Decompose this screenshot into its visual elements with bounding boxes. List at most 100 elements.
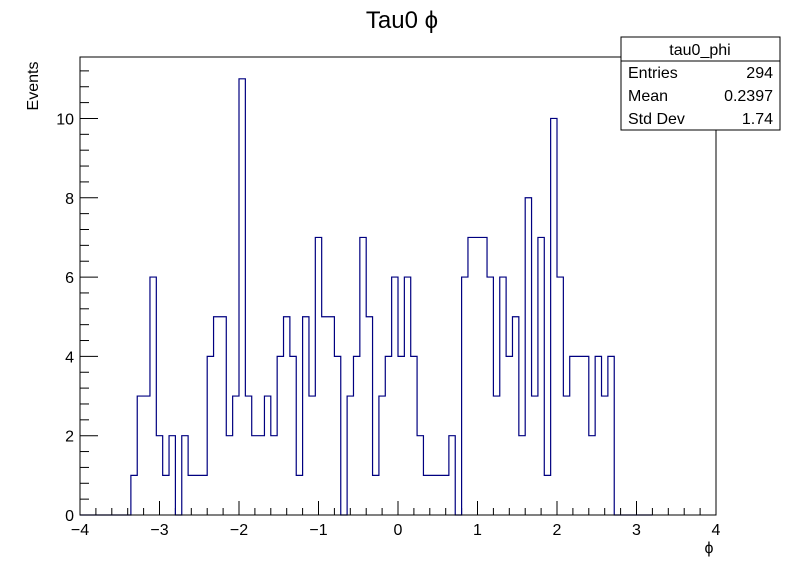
histogram-bin (398, 356, 404, 515)
histogram-bin (207, 356, 213, 515)
histogram-bin (328, 317, 334, 515)
y-axis-label: Events (25, 62, 42, 111)
histogram-bin (334, 356, 340, 515)
x-tick-label: 4 (712, 522, 721, 539)
histogram-bin (137, 396, 143, 515)
histogram-bin (449, 436, 455, 515)
histogram-bin (468, 237, 474, 515)
axis-ticks: −4 −3 −2 −1 0 1 2 3 4 0 2 4 6 8 10 (56, 70, 721, 539)
histogram-bin (271, 436, 277, 515)
histogram-bin (379, 396, 385, 515)
histogram-bin (570, 356, 576, 515)
histogram-bin (443, 475, 449, 515)
histogram-bin (264, 396, 270, 515)
y-tick-label: 8 (65, 191, 74, 208)
x-tick-label: −4 (71, 522, 89, 539)
stats-box: tau0_phi Entries 294 Mean 0.2397 Std Dev… (620, 36, 781, 131)
histogram-bin (182, 436, 188, 515)
histogram-bin (411, 356, 417, 515)
x-tick-label: 1 (473, 522, 482, 539)
chart-title: Tau0 ϕ (366, 7, 438, 34)
histogram-bin (404, 277, 410, 515)
histogram-bin (194, 475, 200, 515)
histogram-line (80, 78, 653, 516)
histogram-series (80, 78, 653, 516)
histogram-bin (519, 436, 525, 515)
histogram-bin (296, 475, 302, 515)
histogram-bin (347, 396, 353, 515)
stats-entries-label: Entries (628, 65, 678, 82)
histogram-bin (226, 436, 232, 515)
histogram-bin (532, 396, 538, 515)
histogram-bin (487, 277, 493, 515)
y-tick-label: 4 (65, 349, 74, 366)
stats-stddev-label: Std Dev (628, 111, 685, 128)
histogram-bin (233, 396, 239, 515)
histogram-bin (557, 277, 563, 515)
histogram-bin (201, 475, 207, 515)
histogram-bin (423, 475, 429, 515)
histogram-bin (309, 396, 315, 515)
y-tick-label: 0 (65, 508, 74, 525)
x-tick-label: 0 (394, 522, 403, 539)
histogram-bin (144, 396, 150, 515)
histogram-bin (563, 396, 569, 515)
y-tick-label: 2 (65, 429, 74, 446)
x-tick-label: −3 (150, 522, 168, 539)
x-tick-label: −1 (309, 522, 327, 539)
histogram-bin (163, 475, 169, 515)
histogram-bin (525, 198, 531, 515)
x-axis-label: ϕ (705, 540, 714, 557)
histogram-bin (392, 277, 398, 515)
histogram-bin (474, 237, 480, 515)
stats-box-frame (620, 36, 781, 131)
histogram-bin (582, 356, 588, 515)
histogram-bin (303, 317, 309, 515)
plot-frame (79, 56, 717, 516)
stats-stddev-value: 1.74 (742, 111, 773, 128)
y-tick-label: 6 (65, 270, 74, 287)
histogram-bin (500, 277, 506, 515)
histogram-bin (252, 436, 258, 515)
histogram-bin (360, 237, 366, 515)
stats-mean-value: 0.2397 (724, 88, 773, 105)
histogram-bin (131, 475, 137, 515)
x-tick-label: 2 (553, 522, 562, 539)
histogram-bin (353, 356, 359, 515)
histogram-bin (436, 475, 442, 515)
histogram-bin (214, 317, 220, 515)
histogram-bin (284, 317, 290, 515)
histogram-bin (493, 396, 499, 515)
histogram-bin (430, 475, 436, 515)
x-tick-label: 3 (632, 522, 641, 539)
histogram-bin (506, 356, 512, 515)
histogram-bin (322, 317, 328, 515)
histogram-bin (220, 317, 226, 515)
histogram-bin (385, 356, 391, 515)
histogram-bin (481, 237, 487, 515)
histogram-bin (315, 237, 321, 515)
histogram-bin (608, 356, 614, 515)
histogram-bin (589, 436, 595, 515)
histogram-bin (417, 436, 423, 515)
histogram-bin (169, 436, 175, 515)
histogram-bin (551, 118, 557, 515)
histogram-bin (277, 356, 283, 515)
histogram-bin (538, 237, 544, 515)
histogram-bin (239, 79, 245, 515)
histogram-bin (373, 475, 379, 515)
histogram-bin (156, 436, 162, 515)
y-tick-label: 10 (56, 111, 74, 128)
stats-box-title: tau0_phi (669, 42, 730, 59)
histogram-bin (290, 356, 296, 515)
stats-entries-value: 294 (746, 65, 773, 82)
histogram-bin (150, 277, 156, 515)
histogram-bin (462, 277, 468, 515)
histogram-bin (512, 317, 518, 515)
histogram-bin (576, 356, 582, 515)
histogram-bin (595, 356, 601, 515)
stats-mean-label: Mean (628, 88, 668, 105)
histogram-bin (258, 436, 264, 515)
histogram-bin (544, 475, 550, 515)
histogram-bin (188, 475, 194, 515)
